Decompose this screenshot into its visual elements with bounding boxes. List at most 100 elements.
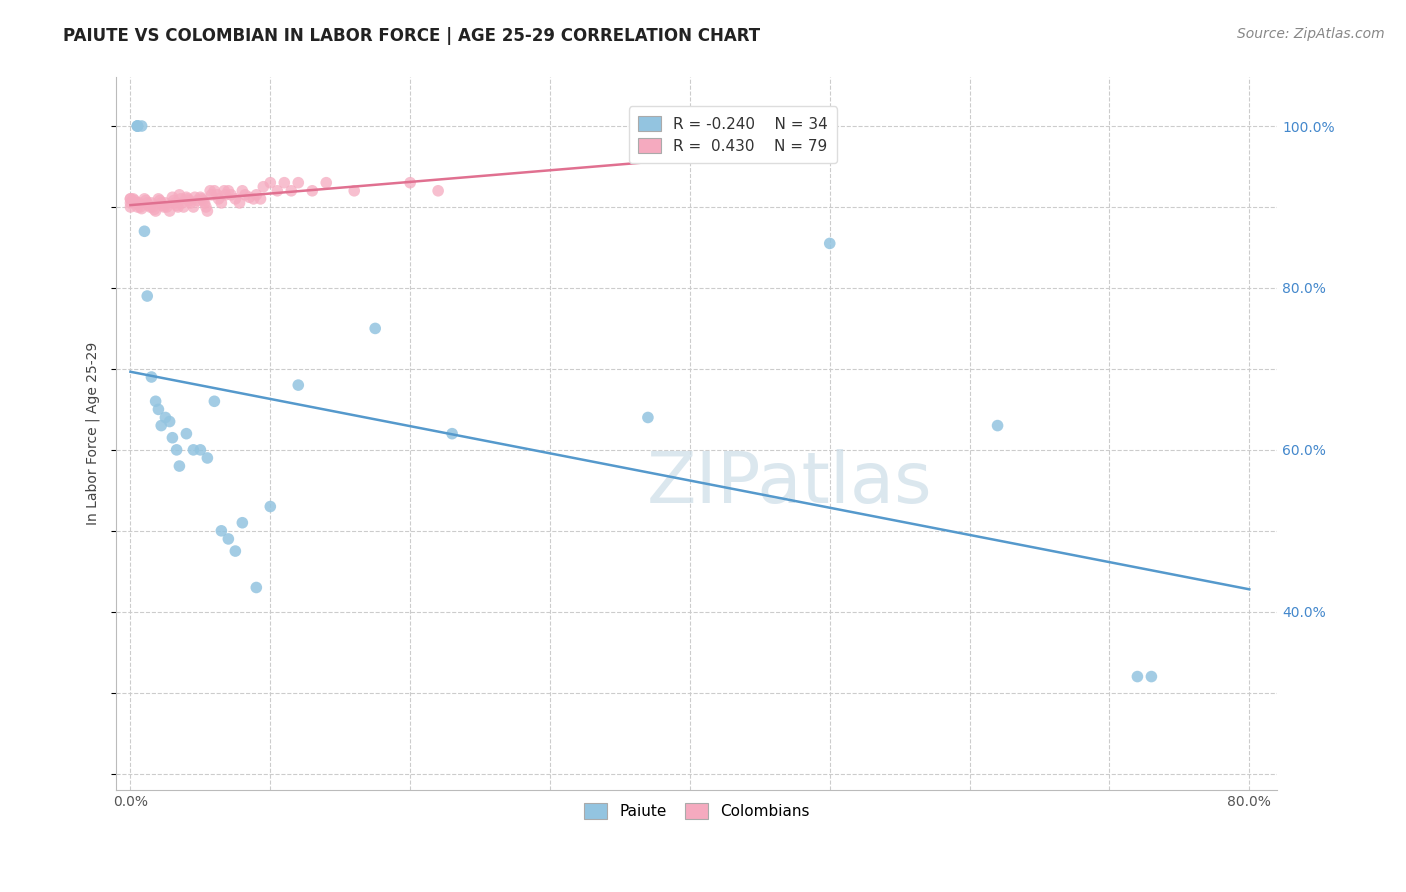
Point xyxy=(177,192,200,206)
Point xyxy=(120,192,142,206)
Point xyxy=(129,200,152,214)
Point xyxy=(245,187,267,202)
Point xyxy=(194,196,217,211)
Point xyxy=(207,192,229,206)
Point xyxy=(136,289,159,303)
Point xyxy=(166,198,188,212)
Point xyxy=(167,200,190,214)
Point xyxy=(169,187,191,202)
Point xyxy=(163,194,186,208)
Text: PAIUTE VS COLOMBIAN IN LABOR FORCE | AGE 25-29 CORRELATION CHART: PAIUTE VS COLOMBIAN IN LABOR FORCE | AGE… xyxy=(63,27,761,45)
Point xyxy=(155,196,177,211)
Point xyxy=(179,194,201,208)
Point xyxy=(131,202,153,216)
Point xyxy=(287,378,309,392)
Point xyxy=(125,196,148,211)
Point xyxy=(818,236,841,251)
Point xyxy=(127,119,149,133)
Point xyxy=(183,200,205,214)
Point xyxy=(169,458,191,473)
Point xyxy=(159,204,181,219)
Point xyxy=(245,581,267,595)
Point xyxy=(198,184,221,198)
Point xyxy=(637,410,659,425)
Point xyxy=(120,196,142,211)
Point xyxy=(343,184,366,198)
Point xyxy=(148,402,170,417)
Point xyxy=(214,187,236,202)
Point xyxy=(190,442,212,457)
Point xyxy=(287,176,309,190)
Point xyxy=(162,431,184,445)
Point xyxy=(399,176,422,190)
Point xyxy=(202,394,225,409)
Point xyxy=(200,187,222,202)
Point xyxy=(217,532,239,546)
Point xyxy=(217,184,239,198)
Point xyxy=(364,321,387,335)
Point xyxy=(176,426,198,441)
Text: ZIPatlas: ZIPatlas xyxy=(647,449,932,518)
Point xyxy=(122,192,145,206)
Point xyxy=(231,516,253,530)
Point xyxy=(141,370,163,384)
Point xyxy=(195,450,218,465)
Point xyxy=(987,418,1010,433)
Point xyxy=(1140,669,1163,683)
Point xyxy=(143,202,166,217)
Point xyxy=(153,200,176,214)
Point xyxy=(134,224,156,238)
Point xyxy=(238,190,260,204)
Point xyxy=(127,119,149,133)
Point xyxy=(190,190,212,204)
Point xyxy=(273,176,295,190)
Text: Source: ZipAtlas.com: Source: ZipAtlas.com xyxy=(1237,27,1385,41)
Point xyxy=(166,442,188,457)
Point xyxy=(224,544,246,558)
Point xyxy=(266,184,288,198)
Point xyxy=(209,524,232,538)
Point xyxy=(191,192,214,206)
Point xyxy=(205,187,228,202)
Point xyxy=(127,119,149,133)
Point xyxy=(441,426,464,441)
Point xyxy=(150,196,173,211)
Point xyxy=(148,192,170,206)
Point xyxy=(259,176,281,190)
Point xyxy=(120,192,142,206)
Point xyxy=(173,200,195,214)
Point xyxy=(162,190,184,204)
Point xyxy=(165,196,187,211)
Point xyxy=(202,184,225,198)
Point xyxy=(1126,669,1149,683)
Point xyxy=(184,190,207,204)
Point xyxy=(280,184,302,198)
Point xyxy=(139,200,162,214)
Point xyxy=(315,176,337,190)
Point xyxy=(131,119,153,133)
Point xyxy=(193,194,215,208)
Point xyxy=(427,184,450,198)
Point xyxy=(155,410,177,425)
Point xyxy=(183,442,205,457)
Point xyxy=(170,192,193,206)
Point xyxy=(180,196,202,211)
Point xyxy=(150,418,173,433)
Point xyxy=(194,200,217,214)
Point xyxy=(224,192,246,206)
Point xyxy=(209,196,232,211)
Point xyxy=(301,184,323,198)
Point xyxy=(135,194,157,208)
Point xyxy=(249,192,271,206)
Point xyxy=(149,194,172,208)
Point xyxy=(141,196,163,211)
Point xyxy=(134,192,156,206)
Point xyxy=(233,187,256,202)
Legend: Paiute, Colombians: Paiute, Colombians xyxy=(578,797,815,825)
Point xyxy=(156,200,179,214)
Point xyxy=(136,196,159,211)
Point xyxy=(172,196,194,211)
Point xyxy=(120,200,142,214)
Point xyxy=(128,196,150,211)
Point xyxy=(252,179,274,194)
